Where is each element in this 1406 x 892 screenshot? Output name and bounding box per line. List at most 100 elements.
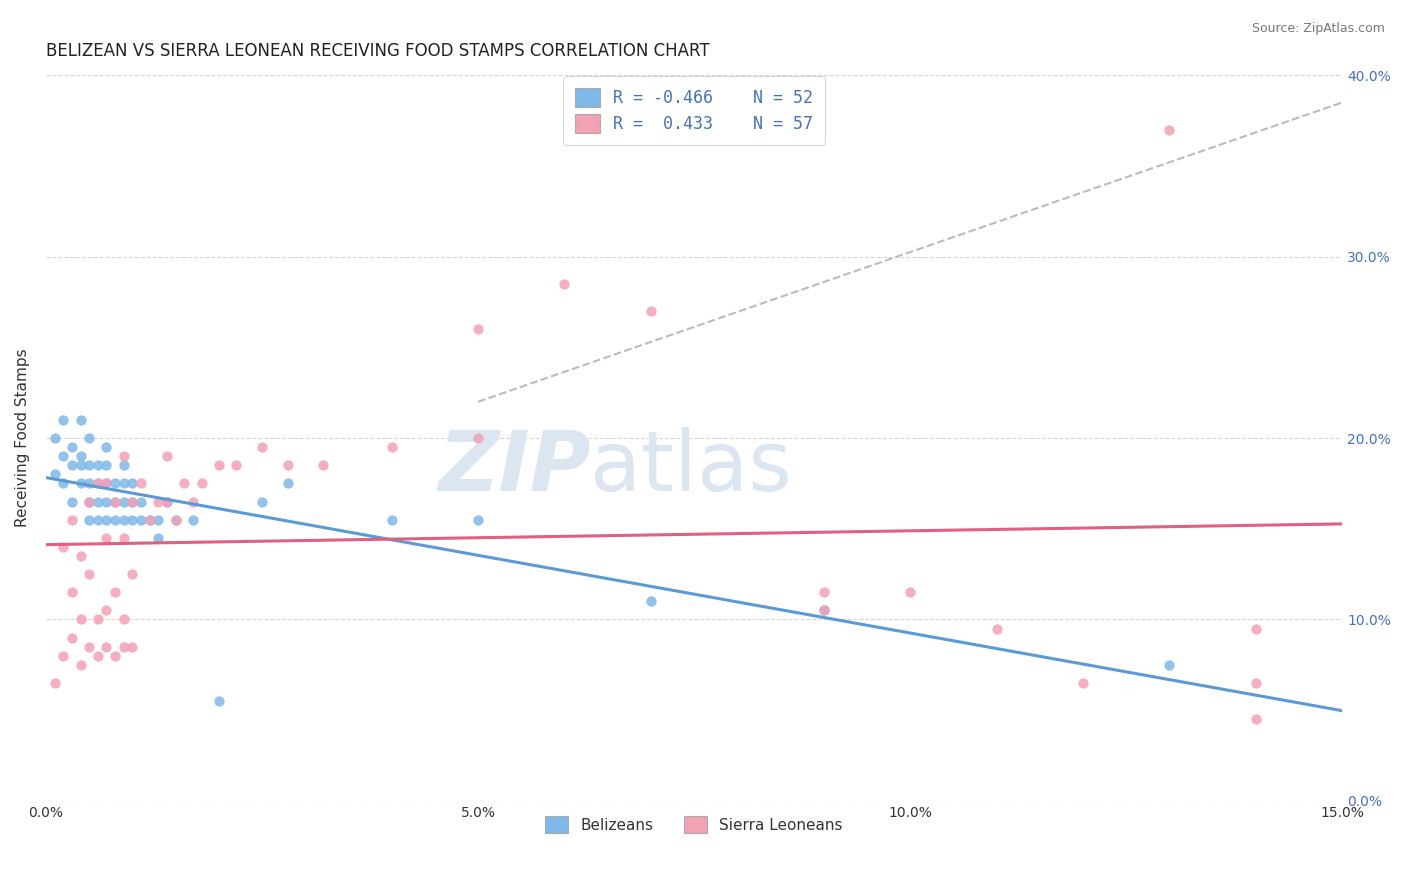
Legend: Belizeans, Sierra Leoneans: Belizeans, Sierra Leoneans [534,805,853,844]
Point [60,585,83,599]
Point [104,648,127,663]
Point [77,513,100,527]
Point [250,440,273,454]
Point [44,676,66,690]
Point [69,657,91,672]
Point [225,458,247,473]
Point [121,513,143,527]
Point [69,449,91,463]
Text: BELIZEAN VS SIERRA LEONEAN RECEIVING FOOD STAMPS CORRELATION CHART: BELIZEAN VS SIERRA LEONEAN RECEIVING FOO… [46,42,710,60]
Point [87,476,110,491]
Point [898,585,921,599]
Point [77,494,100,508]
Point [52,648,75,663]
Point [640,594,662,608]
Point [69,413,91,427]
Point [121,494,143,508]
Point [96,640,118,654]
Point [60,494,83,508]
Point [96,494,118,508]
Point [129,494,152,508]
Point [121,567,143,582]
Point [96,513,118,527]
Point [277,458,299,473]
Point [77,494,100,508]
Point [44,467,66,482]
Point [77,567,100,582]
Point [640,304,662,318]
Point [181,494,204,508]
Point [87,458,110,473]
Point [112,513,135,527]
Point [381,513,404,527]
Point [165,513,187,527]
Point [148,513,170,527]
Point [44,431,66,445]
Point [52,413,75,427]
Point [87,513,110,527]
Point [1071,676,1094,690]
Point [1159,657,1181,672]
Point [104,494,127,508]
Point [112,640,135,654]
Point [52,449,75,463]
Point [87,612,110,626]
Point [156,494,179,508]
Point [1244,622,1267,636]
Point [986,622,1008,636]
Point [1159,122,1181,136]
Point [553,277,575,291]
Point [813,603,835,617]
Point [60,513,83,527]
Point [208,458,231,473]
Point [156,449,179,463]
Point [112,476,135,491]
Point [52,476,75,491]
Point [148,494,170,508]
Point [129,476,152,491]
Point [104,494,127,508]
Point [311,458,333,473]
Point [104,513,127,527]
Point [69,549,91,563]
Point [813,585,835,599]
Point [1244,712,1267,726]
Point [96,440,118,454]
Point [173,476,195,491]
Point [87,648,110,663]
Point [77,431,100,445]
Point [69,458,91,473]
Point [96,458,118,473]
Point [165,513,187,527]
Point [1244,676,1267,690]
Point [467,513,489,527]
Y-axis label: Receiving Food Stamps: Receiving Food Stamps [15,349,30,527]
Point [467,431,489,445]
Point [96,476,118,491]
Point [121,476,143,491]
Point [148,531,170,545]
Point [77,640,100,654]
Point [129,513,152,527]
Point [112,612,135,626]
Point [69,476,91,491]
Point [60,458,83,473]
Point [250,494,273,508]
Point [381,440,404,454]
Text: atlas: atlas [591,426,792,508]
Point [104,585,127,599]
Point [138,513,160,527]
Point [467,322,489,336]
Point [87,494,110,508]
Point [52,540,75,554]
Point [156,494,179,508]
Text: Source: ZipAtlas.com: Source: ZipAtlas.com [1251,22,1385,36]
Point [96,603,118,617]
Point [104,476,127,491]
Point [813,603,835,617]
Point [208,694,231,708]
Point [121,494,143,508]
Point [181,513,204,527]
Point [112,449,135,463]
Point [112,494,135,508]
